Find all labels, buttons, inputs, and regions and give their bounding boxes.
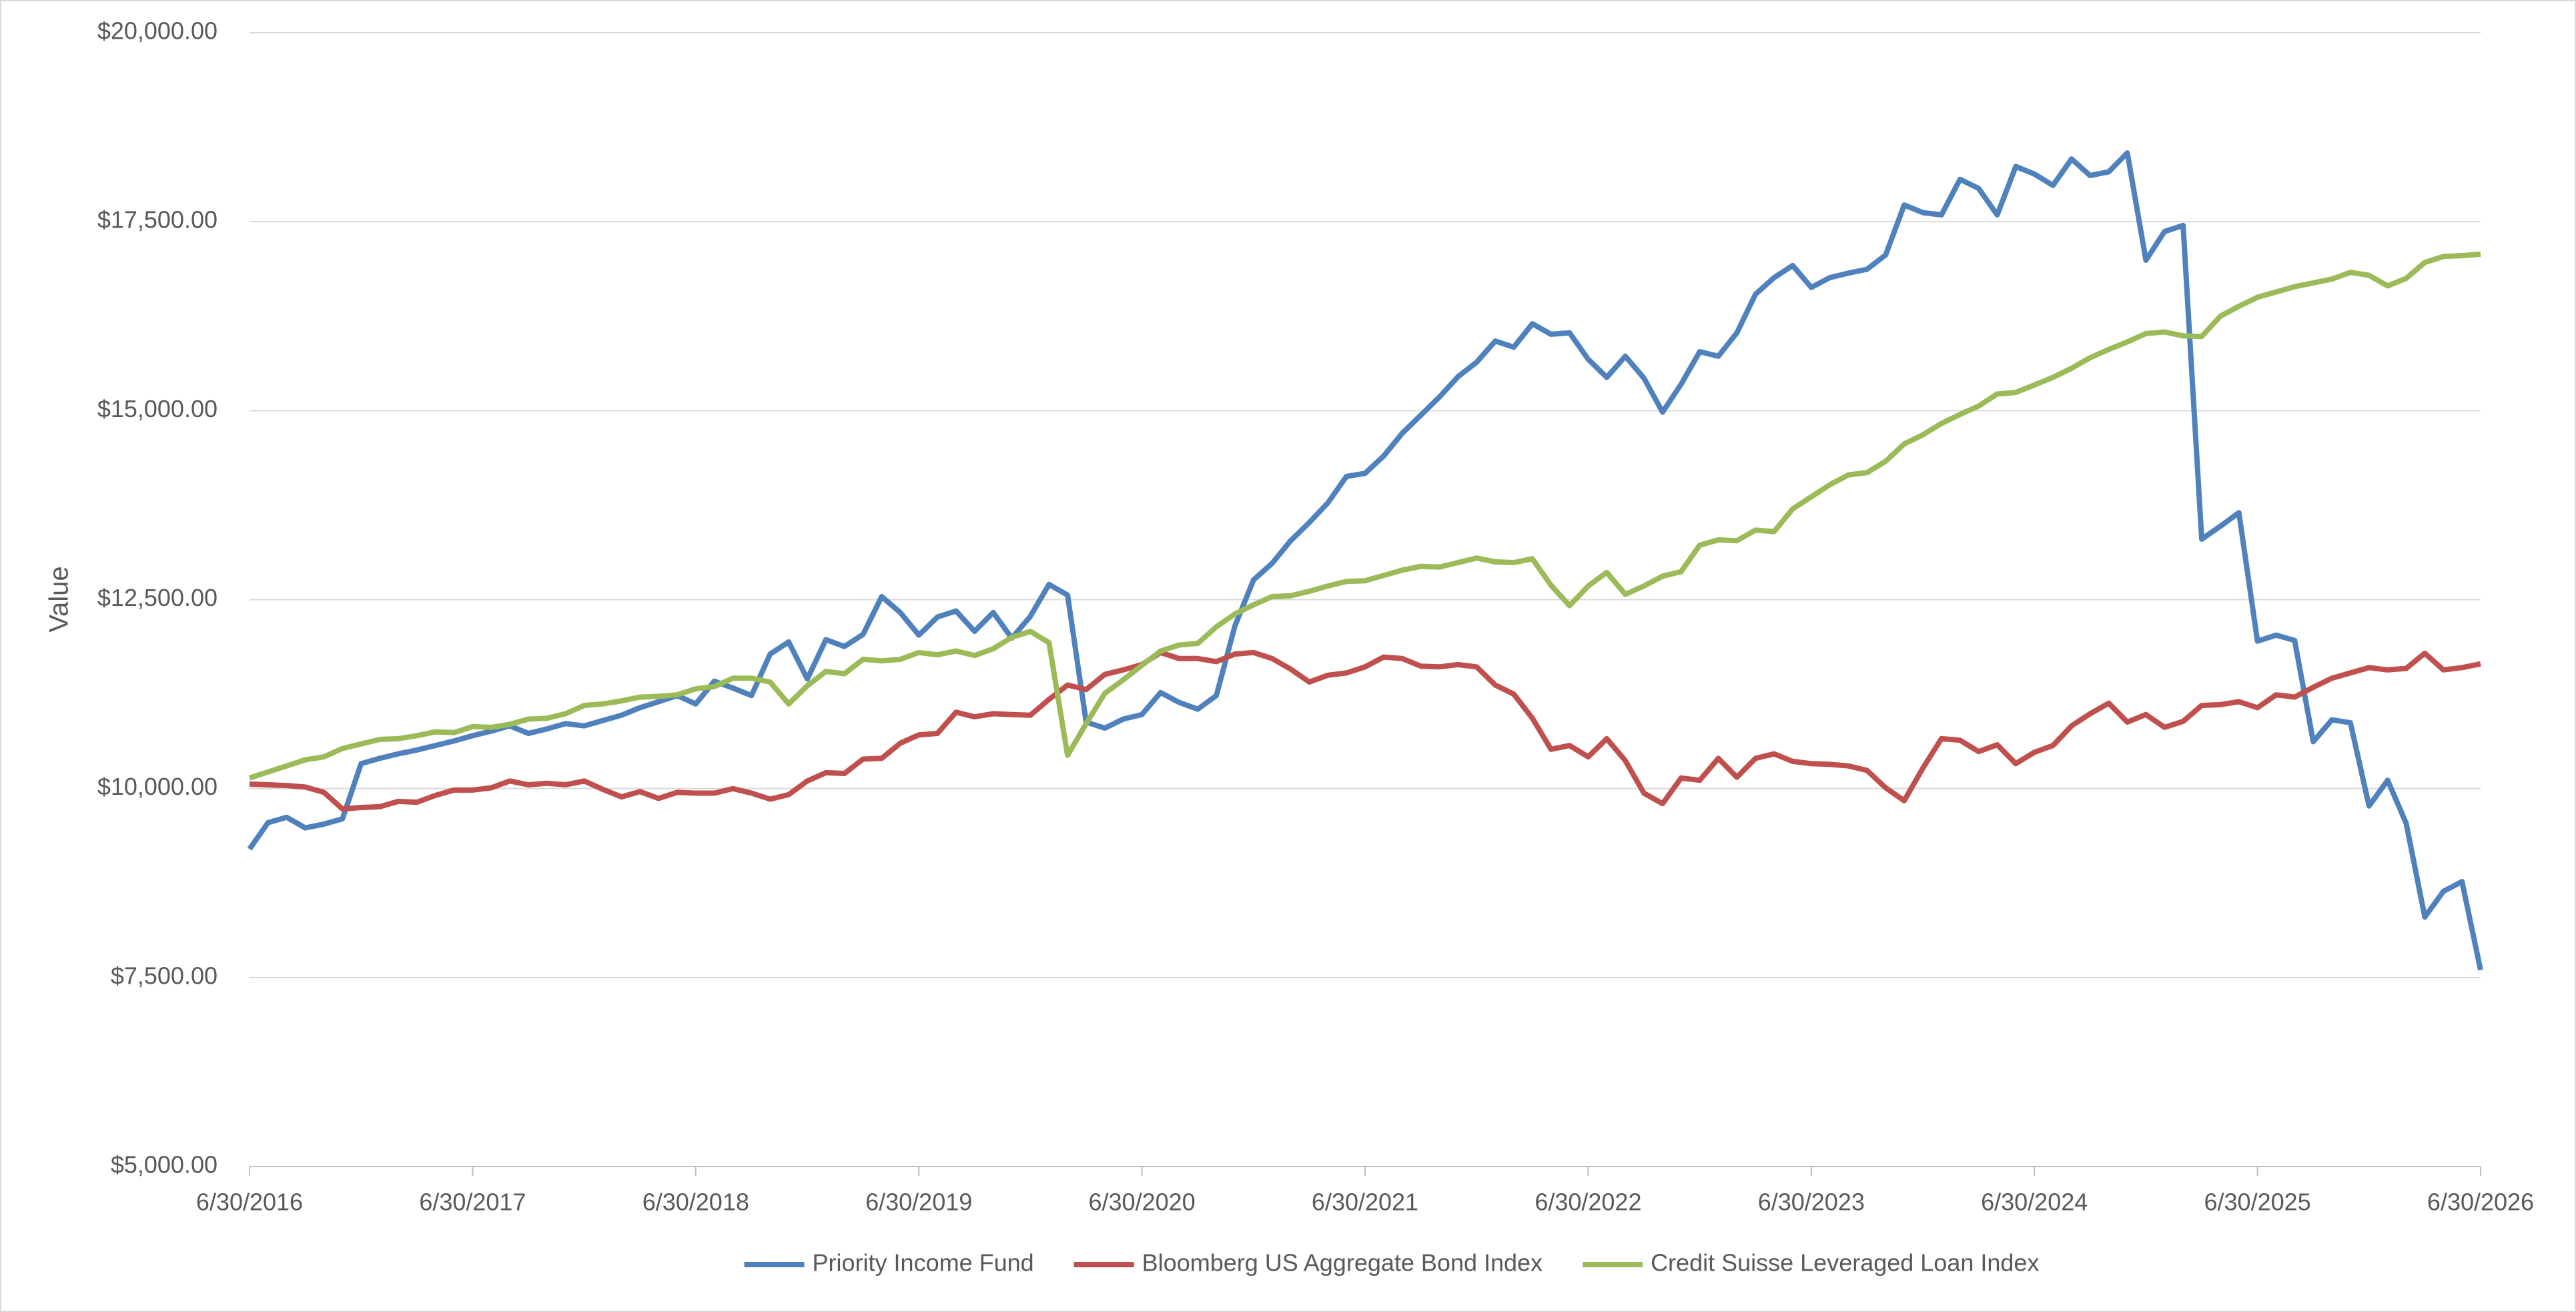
y-tick-label: $15,000.00 [97,395,218,422]
y-tick-label: $20,000.00 [97,17,218,45]
x-tick-label: 6/30/2016 [196,1189,303,1216]
y-tick-label: $10,000.00 [97,773,218,800]
x-tick-label: 6/30/2023 [1758,1189,1865,1216]
y-tick-label: $7,500.00 [111,962,218,989]
y-tick-label: $17,500.00 [97,206,218,234]
legend-label: Priority Income Fund [813,1249,1034,1277]
x-tick-label: 6/30/2025 [2204,1189,2311,1216]
x-tick-label: 6/30/2017 [419,1189,526,1216]
series-line [248,251,2481,781]
x-tick-label: 6/30/2024 [1981,1189,2088,1216]
series-line [247,150,2483,971]
x-tick-label: 6/30/2026 [2427,1189,2534,1216]
y-axis-label: Value [45,566,74,632]
x-tick-label: 6/30/2022 [1535,1189,1641,1216]
series-line [249,649,2481,812]
legend-label: Credit Suisse Leveraged Loan Index [1651,1249,2039,1277]
x-tick-label: 6/30/2018 [642,1189,749,1216]
x-tick-label: 6/30/2021 [1312,1189,1418,1216]
x-tick-label: 6/30/2020 [1089,1189,1196,1216]
legend-label: Bloomberg US Aggregate Bond Index [1142,1249,1543,1277]
y-tick-label: $5,000.00 [111,1151,218,1179]
x-tick-label: 6/30/2019 [865,1189,972,1216]
y-tick-label: $12,500.00 [97,584,218,611]
